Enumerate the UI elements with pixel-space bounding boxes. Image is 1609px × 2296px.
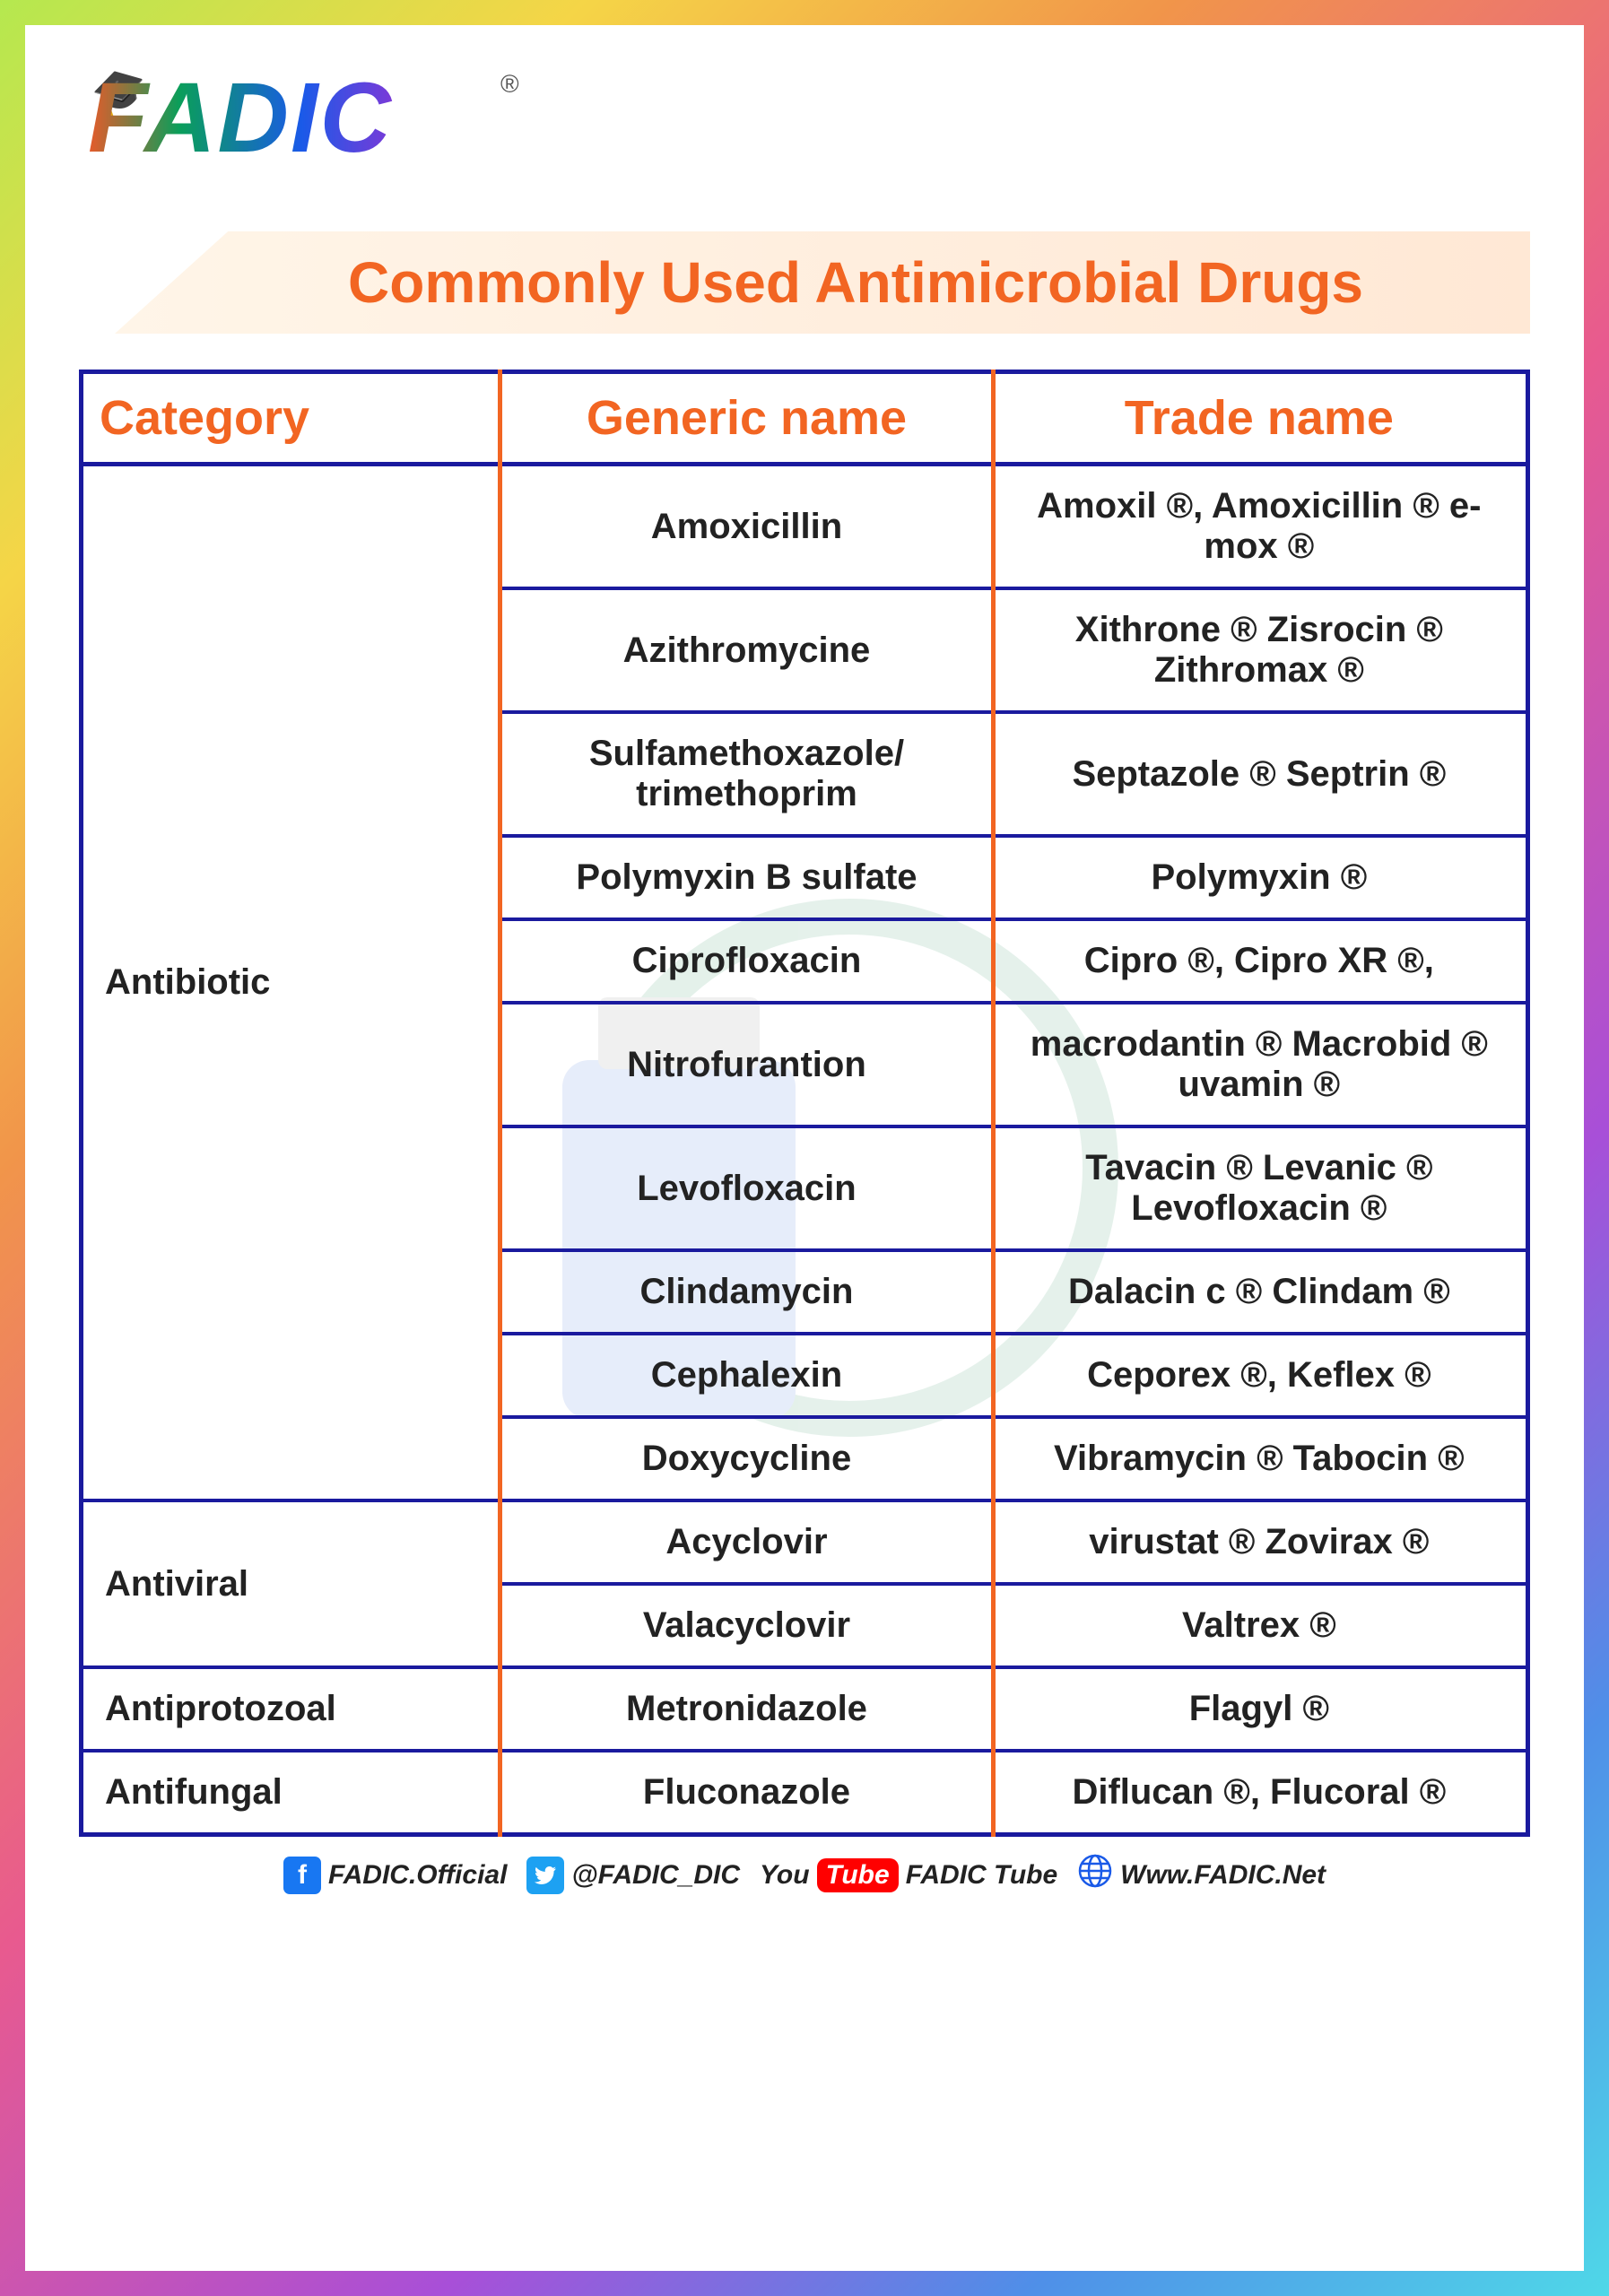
trade-name-cell: Cipro ®, Cipro XR ®, [993, 919, 1528, 1003]
generic-name-cell: Fluconazole [500, 1751, 992, 1835]
trade-name-cell: macrodantin ® Macrobid ® uvamin ® [993, 1003, 1528, 1126]
category-cell: Antibiotic [82, 465, 501, 1501]
twitter-handle: @FADIC_DIC [571, 1860, 740, 1891]
facebook-handle: FADIC.Official [328, 1860, 507, 1891]
page: 🎓 FADIC ® Commonly Used Antimicrobial Dr… [25, 25, 1584, 2271]
col-header-category: Category [82, 372, 501, 465]
youtube-icon-you: You [760, 1860, 810, 1891]
generic-name-cell: Amoxicillin [500, 465, 992, 589]
trade-name-cell: virustat ® Zovirax ® [993, 1500, 1528, 1584]
generic-name-cell: Valacyclovir [500, 1584, 992, 1667]
category-cell: Antifungal [82, 1751, 501, 1835]
facebook-icon: f [283, 1857, 321, 1894]
category-cell: Antiprotozoal [82, 1667, 501, 1751]
trade-name-cell: Ceporex ®, Keflex ® [993, 1334, 1528, 1417]
generic-name-cell: Ciprofloxacin [500, 919, 992, 1003]
trade-name-cell: Flagyl ® [993, 1667, 1528, 1751]
page-title: Commonly Used Antimicrobial Drugs [348, 249, 1494, 316]
youtube-label: FADIC Tube [906, 1860, 1057, 1891]
footer: f FADIC.Official @FADIC_DIC YouTube FADI… [79, 1853, 1530, 1898]
footer-twitter: @FADIC_DIC [526, 1857, 740, 1894]
logo-text: FADIC [88, 61, 393, 175]
generic-name-cell: Cephalexin [500, 1334, 992, 1417]
drug-table-wrapper: Category Generic name Trade name Antibio… [79, 370, 1530, 1837]
generic-name-cell: Acyclovir [500, 1500, 992, 1584]
registered-mark: ® [500, 70, 519, 99]
footer-facebook: f FADIC.Official [283, 1857, 507, 1894]
globe-icon [1077, 1853, 1113, 1898]
generic-name-cell: Clindamycin [500, 1250, 992, 1334]
trade-name-cell: Diflucan ®, Flucoral ® [993, 1751, 1528, 1835]
trade-name-cell: Tavacin ® Levanic ® Levofloxacin ® [993, 1126, 1528, 1250]
footer-website: Www.FADIC.Net [1077, 1853, 1326, 1898]
trade-name-cell: Xithrone ® Zisrocin ® Zithromax ® [993, 588, 1528, 712]
generic-name-cell: Azithromycine [500, 588, 992, 712]
generic-name-cell: Doxycycline [500, 1417, 992, 1500]
trade-name-cell: Amoxil ®, Amoxicillin ® e-mox ® [993, 465, 1528, 589]
generic-name-cell: Sulfamethoxazole/ trimethoprim [500, 712, 992, 836]
table-row: AntifungalFluconazoleDiflucan ®, Flucora… [82, 1751, 1528, 1835]
col-header-generic: Generic name [500, 372, 992, 465]
col-header-trade: Trade name [993, 372, 1528, 465]
generic-name-cell: Polymyxin B sulfate [500, 836, 992, 919]
twitter-icon [526, 1857, 564, 1894]
footer-youtube: YouTube FADIC Tube [760, 1858, 1057, 1892]
vertical-divider-2 [991, 370, 996, 1837]
gradient-frame: 🎓 FADIC ® Commonly Used Antimicrobial Dr… [0, 0, 1609, 2296]
drug-table: Category Generic name Trade name Antibio… [79, 370, 1530, 1837]
vertical-divider-1 [498, 370, 502, 1837]
trade-name-cell: Vibramycin ® Tabocin ® [993, 1417, 1528, 1500]
table-row: AntiprotozoalMetronidazoleFlagyl ® [82, 1667, 1528, 1751]
table-row: AntibioticAmoxicillinAmoxil ®, Amoxicill… [82, 465, 1528, 589]
trade-name-cell: Septazole ® Septrin ® [993, 712, 1528, 836]
generic-name-cell: Levofloxacin [500, 1126, 992, 1250]
logo: 🎓 FADIC ® [79, 61, 1530, 222]
table-header-row: Category Generic name Trade name [82, 372, 1528, 465]
title-banner: Commonly Used Antimicrobial Drugs [115, 231, 1530, 334]
generic-name-cell: Nitrofurantion [500, 1003, 992, 1126]
trade-name-cell: Dalacin c ® Clindam ® [993, 1250, 1528, 1334]
youtube-icon-tube: Tube [817, 1858, 899, 1892]
category-cell: Antiviral [82, 1500, 501, 1667]
website-url: Www.FADIC.Net [1120, 1860, 1326, 1891]
generic-name-cell: Metronidazole [500, 1667, 992, 1751]
trade-name-cell: Valtrex ® [993, 1584, 1528, 1667]
trade-name-cell: Polymyxin ® [993, 836, 1528, 919]
table-row: AntiviralAcyclovirvirustat ® Zovirax ® [82, 1500, 1528, 1584]
